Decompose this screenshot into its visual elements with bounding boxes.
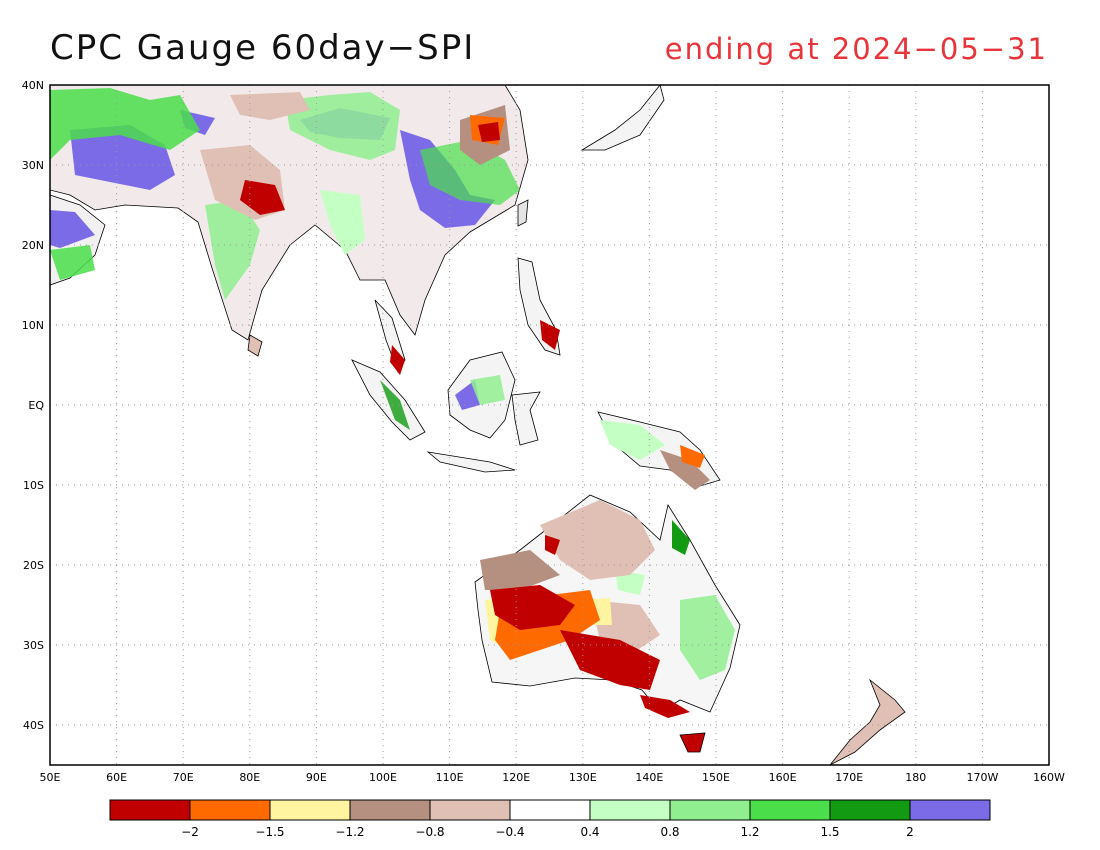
anomaly-wet-green [285,92,400,160]
lon-tick-label: 160E [769,771,797,784]
anomaly-wet-green [50,245,95,280]
longitude-tick-labels: 50E 60E 70E 80E 90E 100E 110E 120E 130E 140E 150E 1… [40,771,1066,784]
lat-tick-label: 30N [22,159,44,172]
land-tasmania [679,732,706,753]
color-bar-swatch [829,799,911,821]
color-bar-label: 0.8 [660,825,679,839]
land-taiwan [517,199,529,227]
anomaly-dry-red [390,345,405,375]
lon-tick-label: 60E [106,771,127,784]
land-sulawesi [511,391,541,446]
anomaly-wet-green [380,380,410,430]
map-frame [49,84,1050,766]
color-bar-label: −0.8 [415,825,444,839]
anomaly-dry-orange [680,445,705,468]
land-japan [580,84,665,151]
color-bar-swatch [269,799,351,821]
lon-tick-label: 160W [1033,771,1065,784]
lon-tick-label: 180 [905,771,926,784]
lon-tick-label: 100E [369,771,397,784]
color-bar-label: 2 [906,825,914,839]
anomaly-dry-red [240,180,285,215]
lon-tick-label: 90E [306,771,327,784]
spi-anomaly-fields [50,88,735,718]
lon-tick-label: 150E [702,771,730,784]
color-bar-swatch [109,799,191,821]
lat-tick-label: 10S [23,479,44,492]
lat-tick-label: 40N [22,79,44,92]
anomaly-wet-green [600,420,665,460]
lon-tick-label: 110E [436,771,464,784]
color-bar-swatch [909,799,991,821]
color-bar-label: −1.5 [255,825,284,839]
color-bar-label: 1.5 [820,825,839,839]
color-bar-swatch [349,799,431,821]
color-bar-swatch [589,799,671,821]
anomaly-wet-purple [50,210,95,248]
lon-tick-label: 170E [835,771,863,784]
spi-color-bar [109,799,991,821]
lat-tick-label: 20S [23,559,44,572]
anomaly-dry-red [545,535,560,555]
lat-tick-label: 10N [22,319,44,332]
anomaly-wet-green [672,520,690,555]
lat-tick-label: EQ [28,399,44,412]
lat-tick-label: 20N [22,239,44,252]
color-bar-label: −2 [181,825,199,839]
anomaly-wet-green [50,88,200,160]
anomaly-dry-brown [540,500,655,580]
color-bar-swatch [189,799,271,821]
map-subtitle: ending at 2024−05−31 [664,32,1048,66]
anomaly-wet-green [320,190,365,255]
spi-color-bar-labels: −2 −1.5 −1.2 −0.8 −0.4 0.4 0.8 1.2 1.5 2 [181,825,914,839]
color-bar-label: 1.2 [740,825,759,839]
lon-tick-label: 120E [502,771,530,784]
land-java [426,451,516,473]
lon-tick-label: 70E [173,771,194,784]
lon-tick-label: 140E [635,771,663,784]
land-sri-lanka [247,334,263,357]
anomaly-wet-green [680,595,735,680]
lon-tick-label: 50E [40,771,61,784]
lon-tick-label: 80E [239,771,260,784]
anomaly-dry-red [490,585,575,630]
lat-tick-label: 40S [23,719,44,732]
anomaly-wet-green [205,200,260,300]
color-bar-swatch [749,799,831,821]
color-bar-label: 0.4 [580,825,599,839]
anomaly-dry-red [640,695,690,718]
lon-tick-label: 170W [966,771,998,784]
color-bar-swatch [509,799,591,821]
map-title: CPC Gauge 60day−SPI [50,28,476,68]
anomaly-dry-red [540,320,560,350]
color-bar-swatch [669,799,751,821]
anomaly-dry-red [478,122,500,142]
lat-tick-label: 30S [23,639,44,652]
latitude-tick-labels: 40N 30N 20N 10N EQ 10S 20S 30S 40S [22,79,45,732]
lon-tick-label: 130E [569,771,597,784]
anomaly-dry-brown [480,550,560,590]
color-bar-label: −1.2 [335,825,364,839]
color-bar-label: −0.4 [495,825,524,839]
land-new-zealand [829,678,906,766]
anomaly-wet-green [470,375,505,405]
anomaly-wet-green [615,570,645,595]
anomaly-dry-brown [230,92,310,120]
anomaly-dry-brown [660,450,710,490]
color-bar-swatch [429,799,511,821]
